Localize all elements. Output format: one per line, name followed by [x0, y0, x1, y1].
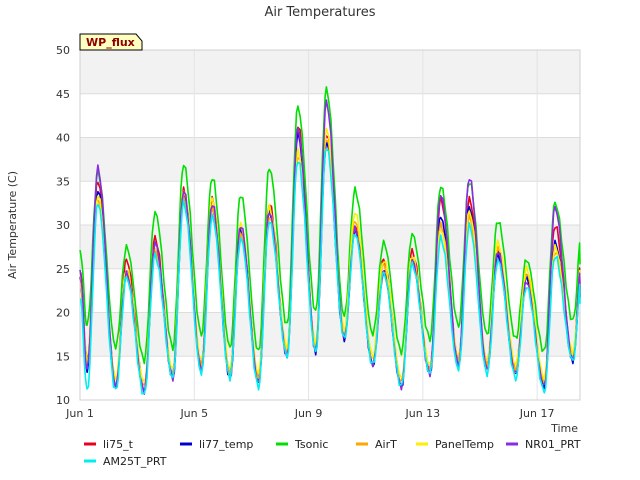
y-tick-label: 25: [56, 263, 70, 276]
y-tick-label: 15: [56, 350, 70, 363]
y-tick-label: 35: [56, 175, 70, 188]
site-badge-box: [79, 33, 143, 51]
series-line-nr01-prt: [79, 99, 581, 395]
legend-label-li77-temp: li77_temp: [199, 438, 253, 451]
legend-label-tsonic: Tsonic: [294, 438, 328, 451]
x-tick-labels: Jun 1 Jun 5 Jun 9 Jun 13 Jun 17: [65, 407, 554, 420]
plot-frame: [79, 49, 581, 401]
x-tick-label: Jun 17: [519, 407, 555, 420]
x-tick-label: Jun 5: [179, 407, 208, 420]
series-line-am25t-prt: [79, 148, 581, 395]
legend-label-nr01-prt: NR01_PRT: [525, 438, 581, 451]
series-lines: [79, 86, 581, 395]
site-badge-label: WP_flux: [86, 36, 135, 49]
legend: li75_t li77_temp Tsonic AirT PanelTemp NR01_P…: [84, 438, 581, 468]
y-tick-label: 20: [56, 307, 70, 320]
y-tick-label: 40: [56, 132, 70, 145]
y-tick-label: 30: [56, 219, 70, 232]
x-tick-label: Jun 9: [294, 407, 323, 420]
y-tick-label: 50: [56, 44, 70, 57]
y-tick-label: 45: [56, 88, 70, 101]
series-line-tsonic: [79, 86, 581, 365]
x-axis-label: Time: [550, 422, 578, 435]
y-axis-label: Air Temperature (C): [6, 171, 19, 279]
chart-title: Air Temperatures: [264, 5, 375, 20]
legend-label-airt: AirT: [375, 438, 397, 451]
plot-band: [80, 181, 580, 225]
y-tick-labels: 10 15 20 25 30 35 40 45 50: [56, 44, 70, 407]
plot-band: [80, 356, 580, 400]
site-badge: WP_flux: [79, 33, 143, 51]
x-tick-label: Jun 1: [65, 407, 94, 420]
y-tick-label: 10: [56, 394, 70, 407]
plot-band: [80, 312, 580, 357]
legend-label-li75-t: li75_t: [103, 438, 134, 451]
plot-band: [80, 50, 580, 94]
legend-label-am25t-prt: AM25T_PRT: [103, 455, 167, 468]
legend-label-paneltemp: PanelTemp: [435, 438, 494, 451]
x-tick-label: Jun 13: [405, 407, 441, 420]
